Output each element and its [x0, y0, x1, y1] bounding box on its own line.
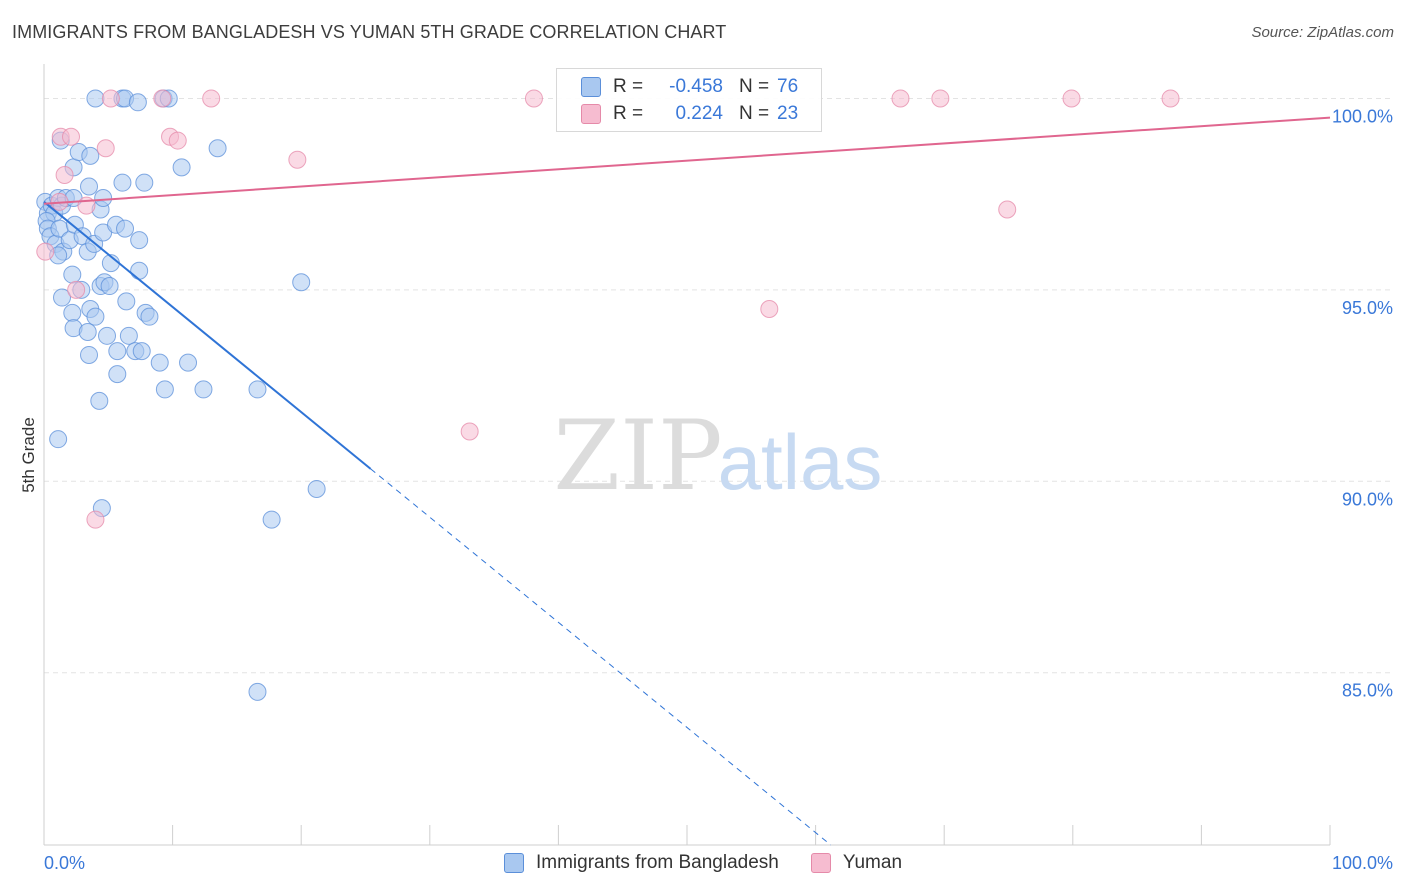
point-bangladesh [140, 307, 159, 326]
chart-title: IMMIGRANTS FROM BANGLADESH VS YUMAN 5TH … [12, 22, 727, 42]
point-bangladesh [132, 342, 151, 361]
legend-n-label: N = [739, 103, 770, 124]
point-bangladesh [86, 89, 105, 108]
y-tick-label: 100.0% [1332, 106, 1393, 126]
point-bangladesh [86, 307, 105, 326]
legend-n-label: N = [739, 76, 770, 97]
point-bangladesh [194, 380, 213, 399]
legend-r-value: -0.458 [669, 76, 723, 97]
point-yuman [891, 89, 910, 108]
y-tick-label: 90.0% [1342, 489, 1393, 509]
point-bangladesh [108, 342, 127, 361]
data-points [36, 89, 1180, 701]
bottom-legend: Immigrants from Bangladesh Yuman [0, 852, 1406, 874]
point-yuman [153, 89, 172, 108]
legend-n-value: 76 [777, 76, 799, 97]
point-bangladesh [208, 139, 227, 158]
point-yuman [55, 166, 74, 185]
legend-box: R = -0.458 N = 76 R = 0.224 N = 23 [556, 68, 822, 132]
trend-lines [43, 116, 1331, 846]
point-bangladesh [108, 365, 127, 384]
legend-label-yuman: Yuman [842, 852, 903, 873]
legend-row-bangladesh: R = -0.458 N = 76 [581, 74, 798, 100]
point-bangladesh [292, 273, 311, 292]
point-yuman [998, 200, 1017, 219]
point-yuman [67, 280, 86, 299]
legend-swatch-pink [810, 853, 831, 873]
trend-line-bangladesh [43, 201, 372, 470]
point-yuman [1161, 89, 1180, 108]
point-bangladesh [80, 345, 99, 364]
watermark: ZIP atlas [553, 400, 882, 512]
point-bangladesh [100, 277, 119, 296]
legend-row-yuman: R = 0.224 N = 23 [581, 101, 798, 127]
point-bangladesh [248, 380, 267, 399]
point-bangladesh [130, 231, 149, 250]
legend-label-bangladesh: Immigrants from Bangladesh [535, 852, 779, 873]
watermark-zip: ZIP [553, 400, 722, 512]
legend-swatch-pink [581, 104, 601, 124]
trend-line-bangladesh-extension [370, 468, 832, 846]
point-yuman [36, 242, 55, 261]
point-bangladesh [262, 510, 281, 529]
legend-n-value: 23 [777, 103, 799, 124]
point-yuman [760, 300, 779, 319]
point-bangladesh [81, 146, 100, 165]
point-yuman [96, 139, 115, 158]
grid-lines [44, 97, 1394, 674]
point-bangladesh [307, 479, 326, 498]
legend-swatch-blue [581, 77, 601, 97]
legend-r-label: R = [613, 76, 644, 97]
point-bangladesh [172, 158, 191, 177]
point-yuman [168, 131, 187, 150]
tick-labels: 85.0% 90.0% 95.0% 100.0% 0.0% 100.0% [44, 106, 1393, 873]
point-bangladesh [98, 326, 117, 345]
legend-r-label: R = [613, 103, 644, 124]
point-yuman [460, 422, 479, 441]
point-bangladesh [63, 303, 82, 322]
chart-source: Source: ZipAtlas.com [1251, 24, 1394, 41]
point-bangladesh [117, 292, 136, 311]
legend-item-yuman[interactable]: Yuman [810, 852, 903, 874]
point-yuman [288, 150, 307, 169]
point-bangladesh [179, 353, 198, 372]
legend-swatch-blue [503, 853, 524, 873]
y-axis-label: 5th Grade [19, 417, 38, 493]
point-bangladesh [113, 173, 132, 192]
point-bangladesh [80, 177, 99, 196]
y-tick-label: 85.0% [1342, 681, 1393, 701]
point-yuman [202, 89, 221, 108]
y-tick-label: 95.0% [1342, 298, 1393, 318]
point-yuman [931, 89, 950, 108]
point-bangladesh [94, 188, 113, 207]
point-bangladesh [116, 219, 135, 238]
point-yuman [1062, 89, 1081, 108]
point-yuman [524, 89, 543, 108]
point-yuman [101, 89, 120, 108]
watermark-atlas: atlas [718, 418, 883, 506]
trend-line-yuman [43, 116, 1331, 205]
point-bangladesh [63, 265, 82, 284]
point-bangladesh [130, 261, 149, 280]
point-bangladesh [49, 430, 68, 449]
x-tick-label: 0.0% [44, 853, 85, 873]
point-bangladesh [135, 173, 154, 192]
legend-r-value: 0.224 [675, 103, 723, 124]
point-bangladesh [78, 322, 97, 341]
point-bangladesh [128, 93, 147, 112]
x-tick-label: 100.0% [1332, 853, 1393, 873]
point-yuman [62, 127, 81, 146]
legend-item-bangladesh[interactable]: Immigrants from Bangladesh [503, 852, 779, 874]
point-bangladesh [53, 288, 72, 307]
point-bangladesh [248, 682, 267, 701]
point-bangladesh [119, 326, 138, 345]
point-bangladesh [155, 380, 174, 399]
point-bangladesh [150, 353, 169, 372]
point-yuman [86, 510, 105, 529]
point-bangladesh [90, 391, 109, 410]
